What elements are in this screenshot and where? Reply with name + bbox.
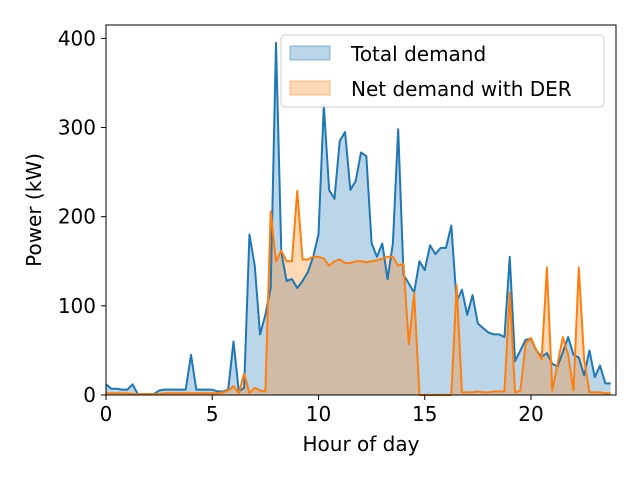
y-tick-label: 300 — [58, 116, 96, 140]
line-net-demand-with-der — [106, 189, 611, 396]
y-tick-label: 400 — [58, 26, 96, 50]
x-axis-label: Hour of day — [303, 432, 420, 456]
y-tick-label: 100 — [58, 294, 96, 318]
area-total-demand — [106, 42, 611, 395]
line-total-demand — [105, 41, 611, 396]
y-tick-label: 200 — [58, 205, 96, 229]
legend-box — [280, 34, 605, 108]
y-axis: 0 100 200 300 400 — [58, 26, 106, 407]
series-fills — [106, 42, 611, 395]
plot-frame — [105, 24, 617, 396]
legend-swatch-net-demand — [289, 80, 331, 96]
x-tick-label: 15 — [412, 402, 437, 426]
area-net-demand-with-der — [106, 190, 611, 395]
x-tick-label: 10 — [306, 402, 331, 426]
x-tick-label: 5 — [206, 402, 219, 426]
series-lines — [105, 41, 611, 396]
points-net-demand-with-der — [105, 190, 611, 396]
legend-swatch-total-demand — [289, 45, 331, 61]
x-axis: 0 5 10 15 20 — [100, 395, 544, 426]
legend: Total demand Net demand with DER — [280, 34, 605, 108]
x-tick-label: 20 — [518, 402, 543, 426]
y-axis-label: Power (kW) — [22, 153, 46, 267]
legend-label-net-demand: Net demand with DER — [351, 77, 572, 101]
legend-label-total-demand: Total demand — [350, 42, 486, 66]
y-tick-label: 0 — [83, 383, 96, 407]
x-tick-label: 0 — [100, 402, 113, 426]
